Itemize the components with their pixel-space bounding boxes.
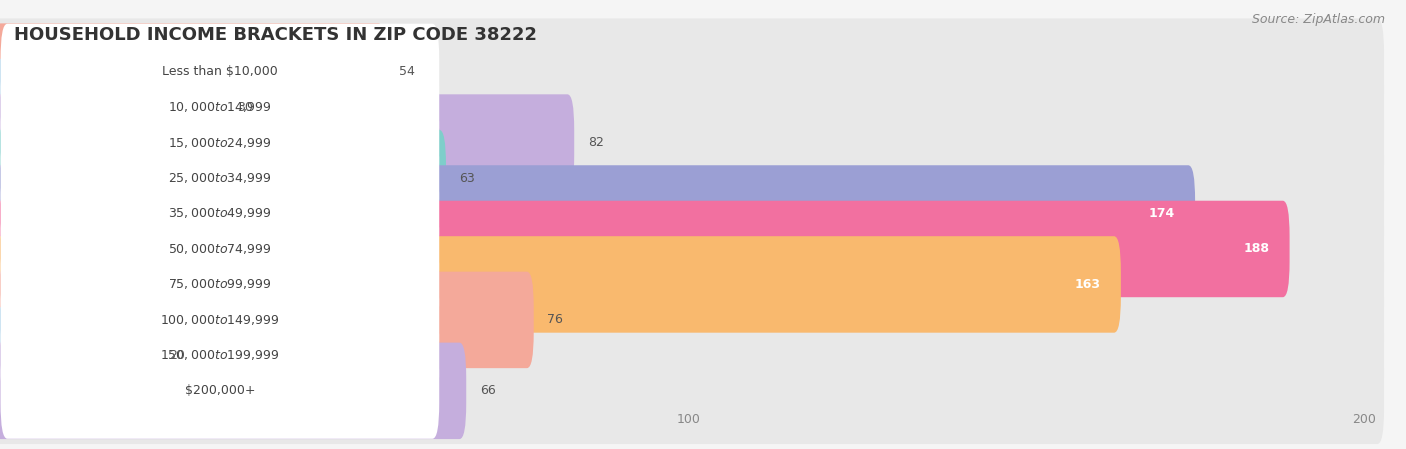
FancyBboxPatch shape [0,272,439,368]
Text: 188: 188 [1243,242,1270,255]
FancyBboxPatch shape [0,54,1384,160]
FancyBboxPatch shape [0,231,1384,338]
FancyBboxPatch shape [0,236,1121,333]
Text: 163: 163 [1074,278,1101,291]
Text: 76: 76 [547,313,562,326]
FancyBboxPatch shape [0,343,467,439]
FancyBboxPatch shape [0,267,1384,373]
FancyBboxPatch shape [0,160,1384,267]
FancyBboxPatch shape [0,89,1384,196]
Text: $15,000 to $24,999: $15,000 to $24,999 [169,136,271,150]
FancyBboxPatch shape [0,24,439,119]
Text: $200,000+: $200,000+ [184,384,254,397]
FancyBboxPatch shape [0,23,385,120]
Text: $35,000 to $49,999: $35,000 to $49,999 [169,207,271,220]
Text: $50,000 to $74,999: $50,000 to $74,999 [169,242,271,256]
Text: 20: 20 [169,349,186,362]
FancyBboxPatch shape [0,125,1384,231]
Text: 66: 66 [479,384,495,397]
FancyBboxPatch shape [0,307,156,404]
FancyBboxPatch shape [0,59,439,155]
FancyBboxPatch shape [0,165,1195,262]
FancyBboxPatch shape [0,338,1384,444]
Text: 82: 82 [588,136,603,149]
FancyBboxPatch shape [0,201,1289,297]
FancyBboxPatch shape [0,166,439,261]
Text: $25,000 to $34,999: $25,000 to $34,999 [169,171,271,185]
FancyBboxPatch shape [0,302,1384,409]
FancyBboxPatch shape [0,18,1384,125]
Text: $75,000 to $99,999: $75,000 to $99,999 [169,277,271,291]
Text: Source: ZipAtlas.com: Source: ZipAtlas.com [1251,13,1385,26]
Text: $10,000 to $14,999: $10,000 to $14,999 [169,100,271,114]
Text: 63: 63 [460,172,475,185]
FancyBboxPatch shape [0,95,439,190]
FancyBboxPatch shape [0,94,574,191]
FancyBboxPatch shape [0,272,534,368]
FancyBboxPatch shape [0,196,1384,302]
FancyBboxPatch shape [0,308,439,403]
FancyBboxPatch shape [0,343,439,439]
Text: 174: 174 [1149,207,1175,220]
FancyBboxPatch shape [0,130,439,226]
FancyBboxPatch shape [0,201,439,297]
Text: $150,000 to $199,999: $150,000 to $199,999 [160,348,280,362]
Text: Less than $10,000: Less than $10,000 [162,65,278,78]
Text: HOUSEHOLD INCOME BRACKETS IN ZIP CODE 38222: HOUSEHOLD INCOME BRACKETS IN ZIP CODE 38… [14,26,537,44]
FancyBboxPatch shape [0,59,224,155]
Text: 54: 54 [399,65,415,78]
FancyBboxPatch shape [0,130,446,226]
Text: $100,000 to $149,999: $100,000 to $149,999 [160,313,280,327]
FancyBboxPatch shape [0,237,439,332]
Text: 30: 30 [236,101,253,114]
